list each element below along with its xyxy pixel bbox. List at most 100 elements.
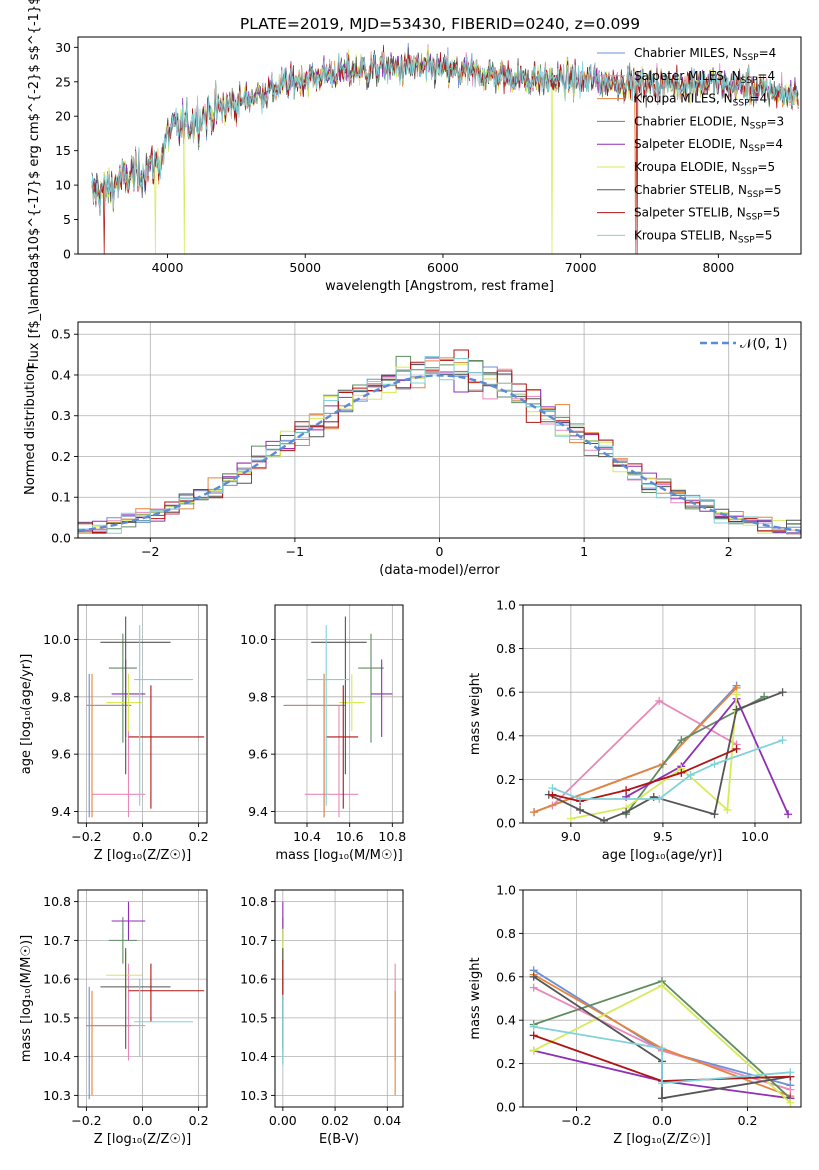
- weight-marker: [655, 696, 664, 705]
- x-tick-label: 6000: [427, 260, 459, 275]
- y-tick-label: 0.6: [496, 969, 516, 984]
- weight-marker: [530, 808, 539, 817]
- x-axis-label: E(B-V): [319, 1132, 359, 1147]
- weight-vs-metallicity-panel: −0.2 0.0 0.2 0.0 0.2 0.4 0.6 0.8 1.0 Z [log₁₀(Z/Z…: [468, 883, 802, 1147]
- legend-label: Kroupa MILES, NSSP=4: [634, 92, 767, 109]
- x-tick-label: 1: [580, 544, 588, 559]
- weight-marker: [576, 795, 585, 804]
- y-tick-label: 10.6: [240, 972, 268, 987]
- histogram-kroupa-stelib: [78, 356, 801, 534]
- grid-lines: [78, 605, 207, 823]
- y-tick-label: 1.0: [496, 598, 516, 613]
- y-tick-label: 0.2: [51, 449, 71, 464]
- mass-vs-metallicity-panel: −0.2 0.0 0.2 10.3 10.4 10.5 10.6 10.7 10.8 Z [log…: [19, 889, 209, 1147]
- y-axis-label: Flux [f$_\lambda$10$^{-17}$ erg cm$^{-2}…: [27, 0, 42, 369]
- weight-marker: [710, 810, 719, 819]
- weight-line-chabrier-stelib: [548, 691, 783, 822]
- axes-frame: [274, 889, 404, 1108]
- legend-label: Chabrier ELODIE, NSSP=3: [634, 114, 784, 131]
- x-tick-label: 8000: [702, 260, 734, 275]
- y-tick-label: 0.0: [51, 531, 71, 546]
- y-tick-label: 10.7: [43, 933, 71, 948]
- plot-area: [530, 681, 793, 823]
- plot-area: [78, 349, 801, 535]
- plot-area: [282, 901, 396, 1096]
- x-tick-label: 7000: [565, 260, 597, 275]
- y-tick-label: 0.8: [496, 926, 516, 941]
- y-tick-label: 9.6: [248, 747, 268, 762]
- x-tick-label: 9.5: [653, 829, 673, 844]
- figure-title: PLATE=2019, MJD=53430, FIBERID=0240, z=0…: [240, 15, 640, 33]
- weight-marker: [529, 972, 538, 981]
- weight-marker: [677, 736, 686, 745]
- y-tick-label: 9.8: [248, 689, 268, 704]
- x-tick-label: 0.02: [321, 1113, 349, 1128]
- y-axis-label: Normed distribution: [23, 365, 38, 495]
- x-tick-label: −0.2: [561, 1113, 591, 1128]
- weight-marker: [548, 784, 557, 793]
- weight-marker: [658, 1079, 666, 1088]
- y-tick-label: 9.6: [51, 747, 71, 762]
- y-tick-label: 0.0: [496, 816, 516, 831]
- y-tick-label: 0.4: [496, 1013, 516, 1028]
- x-tick-label: 0.2: [189, 1113, 209, 1128]
- plot-area: [529, 966, 795, 1107]
- x-tick-label: 9.0: [561, 829, 581, 844]
- x-axis-label: (data-model)/error: [379, 563, 500, 578]
- y-tick-label: 10.7: [240, 933, 268, 948]
- y-tick-label: 0: [63, 247, 71, 262]
- y-tick-label: 25: [55, 74, 71, 89]
- weight-marker: [778, 688, 787, 697]
- weight-marker: [622, 808, 631, 817]
- x-tick-label: −0.2: [71, 1113, 101, 1128]
- y-axis-label: mass weight: [468, 673, 483, 755]
- y-tick-label: 9.4: [248, 804, 268, 819]
- weight-marker: [732, 705, 741, 714]
- x-tick-label: 10.4: [293, 829, 321, 844]
- y-tick-label: 0.0: [496, 1100, 516, 1115]
- x-tick-label: 0.04: [373, 1113, 401, 1128]
- x-tick-label: 5000: [289, 260, 321, 275]
- weight-marker: [732, 690, 741, 699]
- x-axis-label: Z [log₁₀(Z/Z☉)]: [613, 1132, 710, 1147]
- x-axis-label: mass [log₁₀(M/M☉)]: [275, 848, 402, 863]
- axes-frame: [274, 604, 404, 824]
- grid-lines: [275, 890, 403, 1107]
- weight-marker: [529, 983, 538, 992]
- x-tick-label: 0.0: [133, 829, 153, 844]
- age-vs-metallicity-panel: −0.2 0.0 0.2 9.4 9.6 9.8 10.0 Z [log₁₀(Z/Z☉)] ag…: [19, 604, 209, 863]
- weight-marker: [600, 816, 609, 823]
- y-axis-label: mass [log₁₀(M/M☉)]: [19, 935, 34, 1062]
- y-tick-label: 5: [63, 212, 71, 227]
- weight-marker: [566, 814, 575, 823]
- weight-marker: [529, 1031, 538, 1040]
- weight-line-kroupa-stelib: [552, 739, 783, 800]
- x-axis-label: age [log₁₀(age/yr)]: [602, 848, 723, 863]
- y-tick-label: 10.5: [240, 1010, 268, 1025]
- y-tick-label: 0.4: [496, 728, 516, 743]
- x-tick-label: 10.6: [336, 829, 364, 844]
- y-tick-label: 0.4: [51, 367, 71, 382]
- x-tick-label: 2: [725, 544, 733, 559]
- weight-marker: [710, 760, 719, 769]
- weight-vs-age-panel: 9.0 9.5 10.0 0.0 0.2 0.4 0.6 0.8 1.0 age [log₁₀(a…: [468, 598, 802, 863]
- y-tick-label: 10.4: [240, 1049, 268, 1064]
- plot-area: [86, 616, 205, 818]
- x-tick-label: 0.2: [189, 829, 209, 844]
- weight-marker: [786, 1098, 795, 1107]
- x-tick-label: 0.0: [652, 1113, 672, 1128]
- grid-lines: [523, 604, 801, 824]
- legend: Chabrier MILES, NSSP=4 Salpeter MILES, NS…: [597, 46, 784, 245]
- y-tick-label: 10.8: [43, 894, 71, 909]
- x-tick-label: 4000: [152, 260, 184, 275]
- weight-marker: [723, 805, 732, 814]
- plot-area: [86, 901, 205, 1100]
- axes-frame: [77, 36, 802, 255]
- y-tick-label: 20: [55, 109, 71, 124]
- legend-label: Salpeter MILES, NSSP=4: [634, 69, 775, 86]
- weight-marker: [732, 744, 741, 753]
- y-tick-label: 30: [55, 40, 71, 55]
- weight-marker: [529, 1022, 538, 1031]
- mass-vs-ebv-panel: 0.00 0.02 0.04 10.3 10.4 10.5 10.6 10.7 10.8 E(B-…: [240, 889, 404, 1147]
- weight-marker: [529, 1046, 538, 1055]
